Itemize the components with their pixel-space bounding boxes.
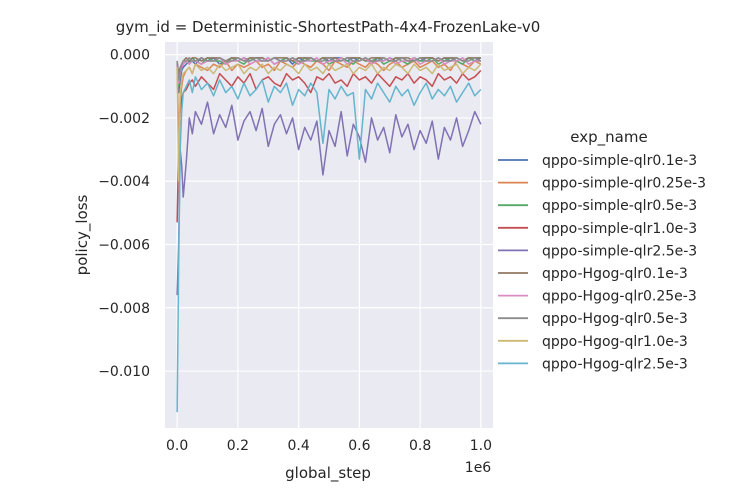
series-line-4	[176, 69, 482, 223]
series-line-5	[176, 101, 482, 296]
y-tick-label: 0.000	[110, 48, 150, 64]
chart-title: gym_id = Deterministic-ShortestPath-4x4-…	[116, 18, 541, 37]
series-line-9	[176, 63, 482, 182]
x-tick-label: 0.8	[409, 438, 431, 454]
legend-entry-label: qppo-simple-qlr0.25e-3	[542, 176, 706, 192]
y-tick-label: −0.010	[98, 364, 150, 380]
legend-entry-label: qppo-Hgog-qlr2.5e-3	[542, 356, 688, 372]
y-axis-title: policy_loss	[73, 195, 92, 276]
legend-entry-label: qppo-Hgog-qlr0.25e-3	[542, 289, 697, 305]
legend: exp_name qppo-simple-qlr0.1e-3 qppo-simpl…	[498, 128, 706, 372]
legend-entry-label: qppo-simple-qlr2.5e-3	[542, 243, 697, 259]
x-tick-label: 0.6	[348, 438, 370, 454]
x-tick-label: 1.0	[470, 438, 492, 454]
series-line-8	[176, 57, 482, 81]
y-axis-ticks: 0.000 −0.002 −0.004 −0.006 −0.008 −0.010	[98, 48, 150, 380]
legend-entry-label: qppo-simple-qlr1.0e-3	[542, 221, 697, 237]
x-axis-title: global_step	[285, 464, 371, 483]
legend-entry-label: qppo-Hgog-qlr1.0e-3	[542, 334, 688, 350]
legend-entry-label: qppo-simple-qlr0.1e-3	[542, 153, 697, 169]
legend-entry-label: qppo-Hgog-qlr0.1e-3	[542, 266, 688, 282]
plot-area	[165, 42, 493, 428]
x-tick-label: 0.4	[287, 438, 309, 454]
x-tick-label: 0.2	[227, 438, 249, 454]
legend-entry-label: qppo-simple-qlr0.5e-3	[542, 198, 697, 214]
legend-entry-label: qppo-Hgog-qlr0.5e-3	[542, 311, 688, 327]
gridlines	[165, 42, 493, 428]
series-layer	[176, 57, 482, 413]
x-tick-label: 0.0	[166, 438, 188, 454]
y-tick-label: −0.004	[98, 174, 150, 190]
y-tick-label: −0.006	[98, 237, 150, 253]
legend-title: exp_name	[570, 128, 647, 147]
series-line-10	[176, 76, 482, 413]
y-tick-label: −0.002	[98, 111, 150, 127]
y-tick-label: −0.008	[98, 301, 150, 317]
x-axis-ticks: 0.0 0.2 0.4 0.6 0.8 1.0	[166, 438, 492, 454]
x-offset-text: 1e6	[465, 460, 492, 476]
series-line-2	[176, 60, 482, 135]
